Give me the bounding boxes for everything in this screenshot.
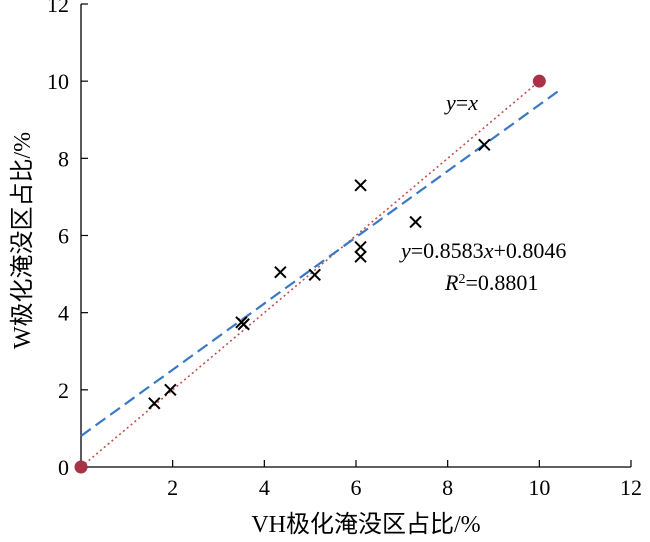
identity-endpoint-marker: [532, 74, 546, 88]
data-point-stroke: [409, 215, 422, 229]
data-point-stroke: [308, 268, 321, 282]
y-tick-label: 10: [47, 69, 69, 94]
y-tick-label: 2: [58, 378, 69, 403]
identity-y: y: [444, 90, 456, 115]
y-tick-label: 4: [58, 301, 69, 326]
data-point: [148, 397, 161, 410]
data-point: [308, 268, 321, 282]
axes: [80, 4, 631, 468]
y-tick-label: 12: [47, 0, 69, 17]
fit-coef: =0.8583: [411, 238, 484, 263]
data-point: [354, 179, 367, 192]
x-tick-labels: 2 4 6 8 10 12: [167, 475, 642, 500]
x-tick-label: 2: [167, 475, 178, 500]
x-tick-label: 4: [259, 475, 270, 500]
y-tick-label: 0: [58, 455, 69, 480]
data-point-stroke: [148, 397, 161, 410]
fit-equation-label: y=0.8583x+0.8046: [399, 238, 566, 263]
x-axis-title: VH极化淹没区占比/%: [251, 511, 480, 538]
data-point-stroke: [354, 240, 367, 254]
y-tick-label: 8: [58, 146, 69, 171]
x-tick-label: 6: [351, 475, 362, 500]
r2-value: =0.8801: [465, 270, 538, 295]
data-point: [354, 250, 367, 263]
data-point: [478, 138, 491, 152]
fit-intercept: +0.8046: [493, 238, 566, 263]
x-tick-label: 10: [528, 475, 550, 500]
fit-y: y: [399, 238, 411, 263]
identity-x: x: [467, 90, 478, 115]
tick-marks: [81, 3, 632, 468]
data-point: [274, 265, 287, 279]
data-point-stroke: [274, 265, 287, 279]
r2-r: R: [444, 270, 459, 295]
data-point-stroke: [164, 383, 177, 397]
fit-x: x: [483, 238, 494, 263]
data-point: [237, 318, 250, 331]
data-point-stroke: [354, 179, 367, 192]
y-axis-title: W极化淹没区占比/%: [9, 132, 36, 349]
data-point-stroke: [354, 250, 367, 263]
y-tick-labels: 0 2 4 6 8 10 12: [47, 0, 69, 480]
data-point-stroke: [237, 318, 250, 331]
r2-sup: 2: [458, 272, 465, 287]
data-point: [164, 383, 177, 397]
identity-eq: =: [456, 90, 468, 115]
x-tick-label: 12: [620, 475, 642, 500]
x-tick-label: 8: [442, 475, 453, 500]
data-point: [409, 215, 422, 229]
data-point: [354, 240, 367, 254]
y-tick-label: 6: [58, 224, 69, 249]
r-squared-label: R2=0.8801: [444, 270, 538, 295]
identity-endpoint-marker: [74, 460, 88, 474]
identity-line-label: y=x: [444, 90, 478, 115]
data-point-stroke: [478, 138, 491, 152]
scatter-points: [148, 138, 491, 410]
